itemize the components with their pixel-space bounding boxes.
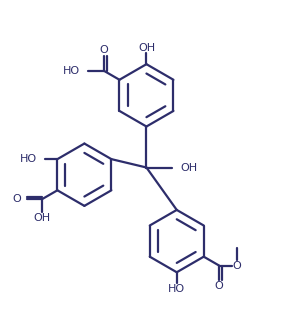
Text: OH: OH: [33, 213, 50, 223]
Text: O: O: [232, 261, 241, 271]
Text: OH: OH: [138, 43, 155, 53]
Text: O: O: [12, 194, 21, 204]
Text: O: O: [215, 281, 224, 291]
Text: HO: HO: [63, 66, 80, 76]
Text: HO: HO: [168, 284, 185, 294]
Text: HO: HO: [20, 154, 37, 164]
Text: OH: OH: [180, 162, 197, 173]
Text: O: O: [99, 45, 108, 55]
